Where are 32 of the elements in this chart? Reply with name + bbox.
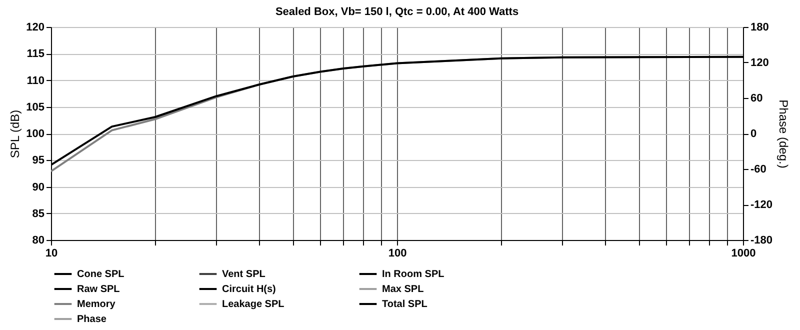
x-tick-label: 100 <box>388 248 407 260</box>
y2-axis-title: Phase (deg.) <box>776 100 791 168</box>
y2-tick-label: -180 <box>750 234 773 246</box>
y-tick-label: 80 <box>32 234 44 246</box>
legend-label: Leakage SPL <box>222 299 284 310</box>
y-tick-label: 85 <box>32 208 44 220</box>
legend-label: Vent SPL <box>222 269 266 280</box>
legend-label: Phase <box>77 314 107 325</box>
y2-tick-label: 120 <box>750 57 769 69</box>
legend-label: In Room SPL <box>382 269 444 280</box>
legend-label: Cone SPL <box>77 269 124 280</box>
y2-tick-label: -60 <box>750 164 766 176</box>
legend-label: Circuit H(s) <box>222 284 276 295</box>
x-tick-label: 10 <box>45 248 58 260</box>
y-tick-label: 110 <box>26 74 44 87</box>
legend-label: Raw SPL <box>77 284 120 295</box>
y-tick-label: 90 <box>32 181 44 194</box>
y-tick-label: 95 <box>32 154 44 167</box>
legend-label: Max SPL <box>382 284 424 295</box>
y2-tick-label: 180 <box>750 22 769 34</box>
y-tick-label: 115 <box>26 48 44 60</box>
y-tick-label: 120 <box>26 22 44 34</box>
legend-label: Memory <box>77 299 116 310</box>
y2-tick-label: -120 <box>750 199 773 211</box>
y2-tick-label: 60 <box>750 92 763 104</box>
legend-label: Total SPL <box>382 299 428 310</box>
y-tick-label: 100 <box>26 128 44 140</box>
chart-title: Sealed Box, Vb= 150 l, Qtc = 0.00, At 400 Watts <box>275 6 519 18</box>
y-tick-label: 105 <box>26 101 44 114</box>
y2-tick-label: 0 <box>750 128 757 140</box>
x-tick-label: 1000 <box>731 248 756 260</box>
y-axis-title: SPL (dB) <box>8 110 22 158</box>
